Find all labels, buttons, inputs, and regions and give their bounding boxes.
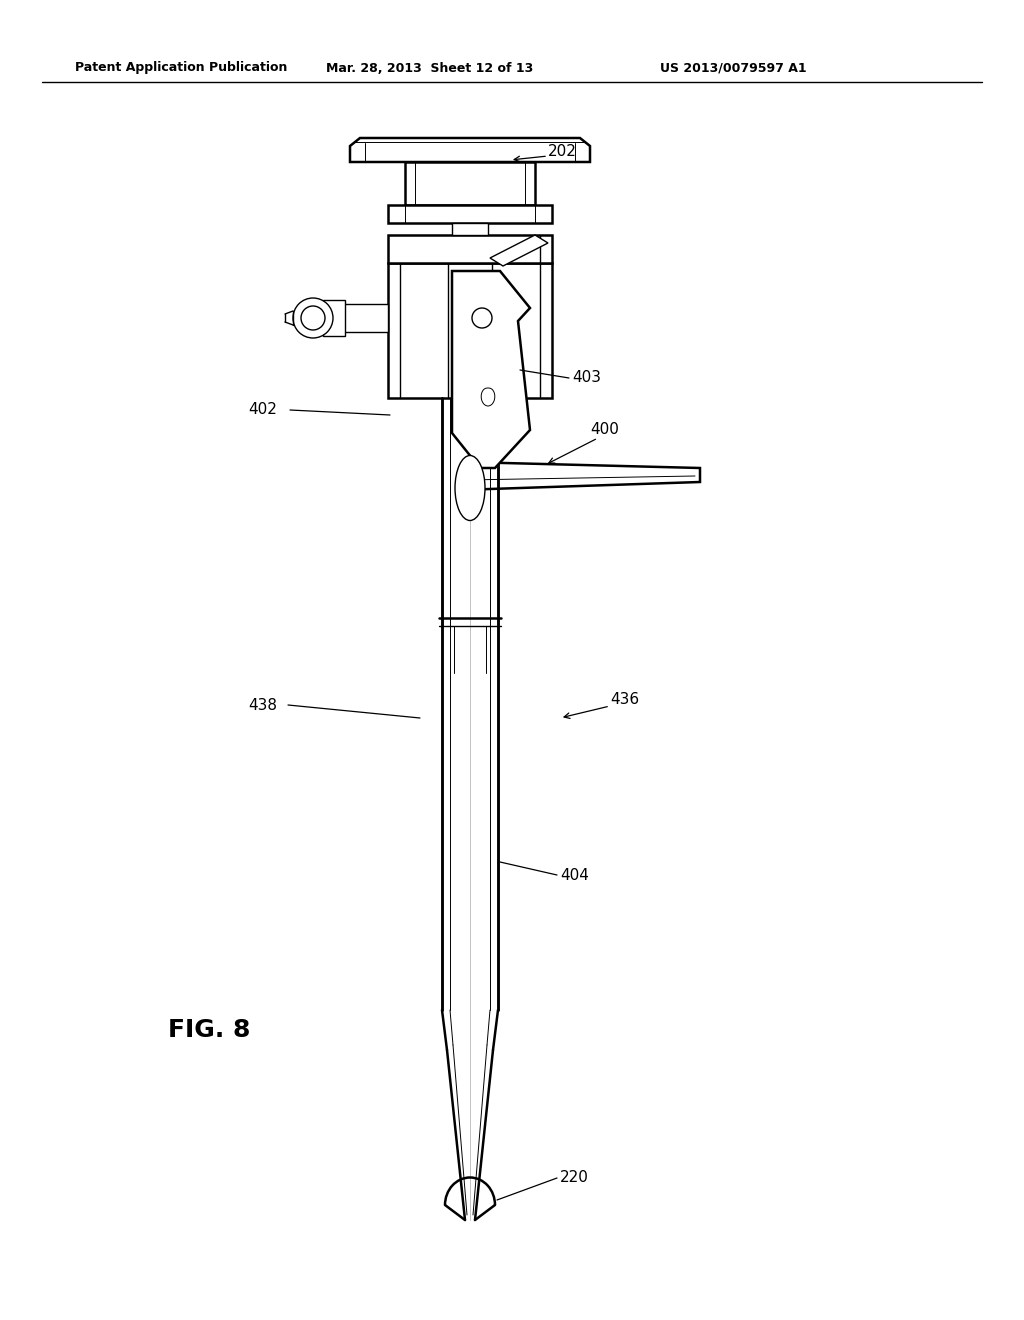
- Text: 404: 404: [560, 867, 589, 883]
- Text: 403: 403: [572, 371, 601, 385]
- Text: Patent Application Publication: Patent Application Publication: [75, 62, 288, 74]
- Polygon shape: [460, 462, 700, 490]
- Polygon shape: [452, 271, 530, 469]
- Text: 438: 438: [248, 697, 278, 713]
- Bar: [388, 235, 552, 263]
- Ellipse shape: [455, 455, 485, 520]
- Bar: [388, 263, 552, 399]
- Text: 436: 436: [610, 693, 639, 708]
- Circle shape: [293, 298, 333, 338]
- Text: 402: 402: [248, 403, 276, 417]
- Bar: [323, 300, 345, 337]
- Text: 202: 202: [548, 144, 577, 160]
- Circle shape: [472, 308, 492, 327]
- Polygon shape: [490, 235, 548, 267]
- Bar: [323, 304, 388, 333]
- Circle shape: [301, 306, 325, 330]
- Polygon shape: [350, 139, 590, 162]
- Bar: [452, 223, 488, 235]
- Text: US 2013/0079597 A1: US 2013/0079597 A1: [660, 62, 807, 74]
- Bar: [406, 162, 535, 205]
- Bar: [388, 205, 552, 223]
- Text: Mar. 28, 2013  Sheet 12 of 13: Mar. 28, 2013 Sheet 12 of 13: [327, 62, 534, 74]
- Text: 400: 400: [590, 422, 618, 437]
- Text: FIG. 8: FIG. 8: [168, 1018, 251, 1041]
- Polygon shape: [481, 388, 495, 407]
- Bar: [443, 399, 497, 1010]
- Text: 220: 220: [560, 1171, 589, 1185]
